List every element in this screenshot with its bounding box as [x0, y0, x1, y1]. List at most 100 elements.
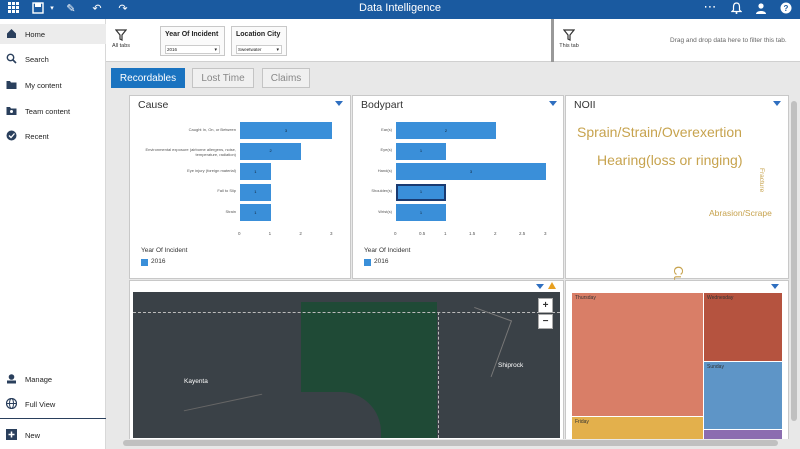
tab-recordables[interactable]: Recordables: [111, 68, 185, 88]
treemap-cell-thursday[interactable]: Thursday: [572, 293, 703, 416]
divider: [0, 418, 106, 419]
treemap-cell-friday[interactable]: Friday: [572, 417, 703, 439]
chevron-down-icon: ▾: [276, 47, 279, 53]
legend-title: Year Of Incident: [364, 247, 411, 254]
filter-chip-year[interactable]: Year Of Incident 2016 ▾: [160, 26, 225, 56]
filter-icon[interactable]: [549, 101, 557, 106]
bar[interactable]: 1: [396, 204, 446, 221]
legend-title: Year Of Incident: [141, 247, 188, 254]
sidebar-item-label: Full View: [25, 400, 56, 409]
chevron-down-icon[interactable]: ▾: [50, 5, 54, 12]
word-hearing[interactable]: Hearing(loss or ringing): [597, 152, 743, 168]
bar-category-label: Shoulder(s): [371, 188, 392, 193]
treemap-label: Thursday: [575, 295, 596, 301]
sidebar-item-label: New: [25, 431, 41, 440]
filter-icon[interactable]: [335, 101, 343, 106]
grid-icon[interactable]: [6, 2, 20, 16]
sidebar-item-home[interactable]: Home: [0, 24, 106, 44]
scroll-thumb[interactable]: [123, 440, 778, 446]
axis-tick-label: 2.5: [519, 231, 526, 236]
filter-chip-location[interactable]: Location City Sweetwater ▾: [231, 26, 287, 56]
bar-category-label: Environmental exposure (airborne allerge…: [145, 147, 237, 157]
this-tab-filter[interactable]: This tab: [554, 29, 584, 49]
sidebar-item-label: Recent: [25, 132, 49, 141]
bar[interactable]: 1: [396, 183, 446, 201]
sidebar-item-new[interactable]: New: [0, 425, 106, 445]
bar-category-label: Caught In, On, or Between: [188, 126, 236, 132]
treemap-cell-other[interactable]: [704, 430, 782, 439]
horizontal-scrollbar[interactable]: [113, 439, 793, 447]
map-road: [183, 393, 263, 412]
bar-value-label: 1: [419, 148, 423, 153]
redo-icon[interactable]: ↷: [118, 3, 128, 15]
legend-swatch: [141, 259, 148, 266]
bodypart-card[interactable]: Bodypart Year Of Incident 2016 ☝ Ear(s)2…: [352, 95, 564, 279]
axis-tick-label: 1.5: [469, 231, 476, 236]
sidebar-item-search[interactable]: Search: [0, 49, 106, 69]
bar[interactable]: 2: [240, 142, 302, 160]
chip-select[interactable]: 2016 ▾: [165, 45, 220, 54]
map[interactable]: Kayenta Shiprock + −: [133, 292, 560, 438]
filter-icon[interactable]: [773, 101, 781, 106]
zoom-out-button[interactable]: −: [538, 314, 553, 329]
undo-icon[interactable]: ↶: [92, 3, 102, 15]
bar[interactable]: 3: [240, 122, 332, 139]
bar-category-label: Hand(s): [377, 167, 392, 173]
pencil-icon[interactable]: ✎: [66, 3, 76, 15]
bar[interactable]: 1: [396, 142, 446, 160]
globe-icon: [5, 397, 18, 410]
bar[interactable]: 2: [396, 122, 496, 139]
all-tabs-label: All tabs: [111, 43, 131, 49]
tab-bar: Recordables Lost Time Claims: [106, 62, 800, 94]
bar[interactable]: 1: [240, 163, 271, 180]
user-icon[interactable]: [754, 2, 768, 16]
zoom-in-button[interactable]: +: [538, 298, 553, 313]
bar[interactable]: 1: [240, 204, 271, 221]
word-abrasion[interactable]: Abrasion/Scrape: [709, 208, 772, 218]
sidebar-item-label: Search: [25, 55, 49, 64]
treemap-cell-wednesday[interactable]: Wednesday: [704, 293, 782, 361]
bar-category-label: Fall to Slip: [217, 188, 236, 193]
sidebar-item-full-view[interactable]: Full View: [0, 394, 106, 414]
bar[interactable]: 1: [240, 183, 271, 201]
tab-claims[interactable]: Claims: [262, 68, 310, 88]
sidebar-item-label: Home: [25, 30, 46, 39]
treemap-cell-sunday[interactable]: Sunday: [704, 362, 782, 429]
sidebar-item-team-content[interactable]: Team content: [0, 101, 106, 121]
sidebar-item-my-content[interactable]: My content: [0, 75, 106, 95]
bar-value-label: 3: [469, 168, 473, 174]
bar-category-label: Ear(s): [381, 126, 392, 132]
filter-icon[interactable]: [771, 284, 779, 289]
sidebar-item-recent[interactable]: Recent: [0, 126, 106, 146]
vertical-scrollbar[interactable]: [790, 95, 798, 440]
scroll-thumb[interactable]: [791, 101, 797, 421]
axis-tick-label: 2: [299, 231, 302, 236]
tab-lost-time[interactable]: Lost Time: [192, 68, 254, 88]
noii-card[interactable]: NOII Sprain/Strain/Overexertion Hearing(…: [565, 95, 789, 346]
funnel-icon: [114, 29, 128, 41]
more-icon[interactable]: ⋯: [703, 0, 717, 14]
bar-value-label: 1: [254, 168, 257, 174]
sidebar-item-manage[interactable]: Manage: [0, 369, 106, 389]
word-fracture[interactable]: Fracture: [758, 168, 765, 193]
save-icon[interactable]: [31, 2, 45, 16]
filter-icon[interactable]: [536, 284, 544, 289]
sidebar: Home Search My content Team content Rece…: [0, 19, 106, 449]
help-icon[interactable]: ?: [779, 2, 793, 16]
chip-title: Year Of Incident: [165, 31, 219, 38]
all-tabs-filter[interactable]: All tabs: [106, 29, 136, 49]
sidebar-item-label: Manage: [25, 375, 53, 384]
bar[interactable]: 3: [396, 163, 546, 180]
bell-icon[interactable]: [729, 2, 743, 16]
bar-category-label: Eye injury (foreign material): [187, 167, 236, 173]
folder-icon: [6, 79, 17, 90]
treemap-card[interactable]: Thursday Wednesday Sunday Friday: [565, 280, 789, 440]
treemap-label: Friday: [575, 419, 589, 425]
cause-card[interactable]: Cause Year Of Incident 2016 Caught In, O…: [129, 95, 351, 279]
bar-category-label: Eye(s): [380, 147, 392, 152]
chip-select[interactable]: Sweetwater ▾: [236, 45, 282, 54]
word-sprain[interactable]: Sprain/Strain/Overexertion: [577, 124, 742, 140]
axis-tick-label: 0: [238, 231, 241, 236]
tab-filter-dropzone[interactable]: This tab Drag and drop data here to filt…: [551, 19, 800, 62]
map-place-label: Shiprock: [498, 362, 524, 369]
